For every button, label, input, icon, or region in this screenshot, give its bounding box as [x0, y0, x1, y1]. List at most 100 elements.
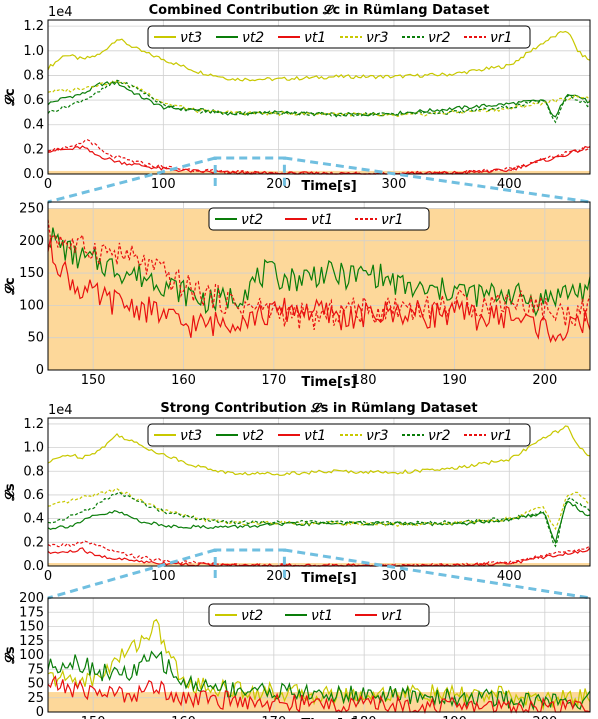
y-tick-label: 175 [19, 605, 44, 620]
highlight-band [48, 563, 590, 566]
x-tick-label: 180 [352, 715, 377, 719]
x-tick-label: 170 [261, 715, 286, 719]
chart-title: Combined Contribution 𝓛c in Rümlang Data… [149, 3, 490, 18]
x-axis-label: Time[s] [301, 375, 356, 390]
y-axis-label: 𝓛c [3, 88, 18, 106]
legend-label-νt1: νt1 [304, 428, 326, 444]
x-axis-label: Time[s] [301, 571, 356, 586]
series-line-νt3 [47, 30, 591, 82]
y-tick-label: 0.0 [23, 559, 44, 574]
y-tick-label: 200 [19, 591, 44, 606]
zoom-connector-bottom [47, 548, 591, 600]
y-tick-label: 0.0 [23, 167, 44, 182]
legend-label-νr1: νr1 [381, 608, 403, 624]
x-tick-label: 200 [266, 177, 291, 192]
y-tick-label: 0.2 [23, 142, 44, 157]
series-line-νr2 [47, 79, 591, 124]
y-tick-label: 250 [19, 201, 44, 216]
series-line-νt1 [47, 237, 591, 344]
plot-frame [47, 19, 591, 175]
y-tick-label: 0.8 [23, 464, 44, 479]
legend-label-νt2: νt2 [241, 212, 263, 228]
series-line-νt2 [47, 500, 591, 545]
y-axis-label: 𝓛s [3, 646, 18, 664]
y-tick-label: 0.8 [23, 68, 44, 83]
legend-label-νt3: νt3 [180, 30, 202, 46]
x-tick-label: 170 [261, 373, 286, 388]
legend-box [147, 423, 531, 447]
x-tick-label: 100 [151, 569, 176, 584]
legend-label-νt1: νt1 [304, 30, 326, 46]
panel-strong-zoom: 1501601701801902000255075100125150175200… [3, 591, 591, 719]
x-tick-label: 200 [266, 569, 291, 584]
legend-label-νt2: νt2 [242, 30, 264, 46]
y-tick-label: 100 [19, 298, 44, 313]
zoom-connector-top [47, 156, 591, 204]
x-tick-label: 160 [171, 373, 196, 388]
x-axis-label: Time[s] [301, 179, 356, 194]
x-tick-label: 200 [532, 373, 557, 388]
y-axis-label: 𝓛s [3, 483, 18, 501]
y-tick-label: 0 [36, 705, 44, 719]
legend-label-νt3: νt3 [180, 428, 202, 444]
series-line-νr1 [47, 139, 591, 175]
x-tick-label: 300 [382, 177, 407, 192]
y-tick-label: 0.4 [23, 512, 44, 527]
x-tick-label: 300 [382, 569, 407, 584]
series-line-νt2 [47, 227, 591, 317]
y-tick-label: 150 [19, 266, 44, 281]
legend-label-νr2: νr2 [428, 428, 451, 444]
series-line-νr1 [47, 219, 591, 330]
series-line-νt2 [47, 80, 591, 118]
y-tick-label: 50 [27, 331, 44, 346]
x-tick-label: 100 [151, 177, 176, 192]
series-line-νr2 [47, 491, 591, 548]
zoom-box [213, 548, 286, 578]
plot-frame [47, 201, 591, 371]
y-tick-label: 75 [27, 662, 44, 677]
y-tick-label: 50 [27, 677, 44, 692]
x-tick-label: 0 [44, 177, 52, 192]
y-tick-label: 150 [19, 620, 44, 635]
y-tick-label: 1.0 [23, 441, 44, 456]
x-tick-label: 190 [442, 715, 467, 719]
series-line-νt1 [47, 650, 591, 711]
legend-label-νt2: νt2 [241, 608, 263, 624]
x-axis-label: Time[s] [301, 717, 356, 719]
legend-box [147, 25, 531, 49]
x-tick-label: 150 [81, 715, 106, 719]
x-tick-label: 150 [81, 373, 106, 388]
y-tick-label: 1.2 [23, 19, 44, 34]
plot-frame [47, 417, 591, 567]
x-tick-label: 0 [44, 569, 52, 584]
legend-box [208, 207, 430, 231]
y-tick-label: 100 [19, 648, 44, 663]
panel-strong-full: 0 100 200 300 400 0.0 0.2 0.4 0.6 0.8 1.0 1.2 Strong… [3, 401, 591, 586]
series-line-νt2 [47, 618, 591, 711]
zoom-line-left [47, 156, 216, 204]
legend-label-νt1: νt1 [311, 608, 333, 624]
y-tick-label: 1.0 [23, 44, 44, 59]
series-line-νt3 [47, 425, 591, 476]
y-tick-label: 1.2 [23, 417, 44, 432]
y-tick-label: 0.6 [23, 488, 44, 503]
y-tick-label: 25 [27, 691, 44, 706]
y-tick-label: 125 [19, 634, 44, 649]
x-tick-label: 400 [497, 569, 522, 584]
x-tick-label: 190 [442, 373, 467, 388]
y-tick-label: 200 [19, 234, 44, 249]
highlight-band [48, 208, 590, 370]
scale-note: 1e4 [48, 403, 73, 418]
zoom-box [213, 156, 286, 186]
x-tick-label: 160 [171, 715, 196, 719]
panel-combined-full: 0 100 200 300 400 0.0 0.2 0.4 0.6 0.8 1.0 1.2 Combin… [3, 3, 591, 194]
y-axis-label: 𝓛c [3, 277, 18, 295]
series-line-νr1 [47, 540, 591, 567]
x-tick-label: 180 [352, 373, 377, 388]
legend-label-νt1: νt1 [311, 212, 333, 228]
legend-label-νr3: νr3 [366, 428, 388, 444]
legend-label-νr1: νr1 [490, 428, 512, 444]
chart-title: Strong Contribution 𝓛s in Rümlang Datase… [160, 401, 477, 416]
plot-frame [47, 597, 591, 713]
legend-label-νr2: νr2 [428, 30, 451, 46]
